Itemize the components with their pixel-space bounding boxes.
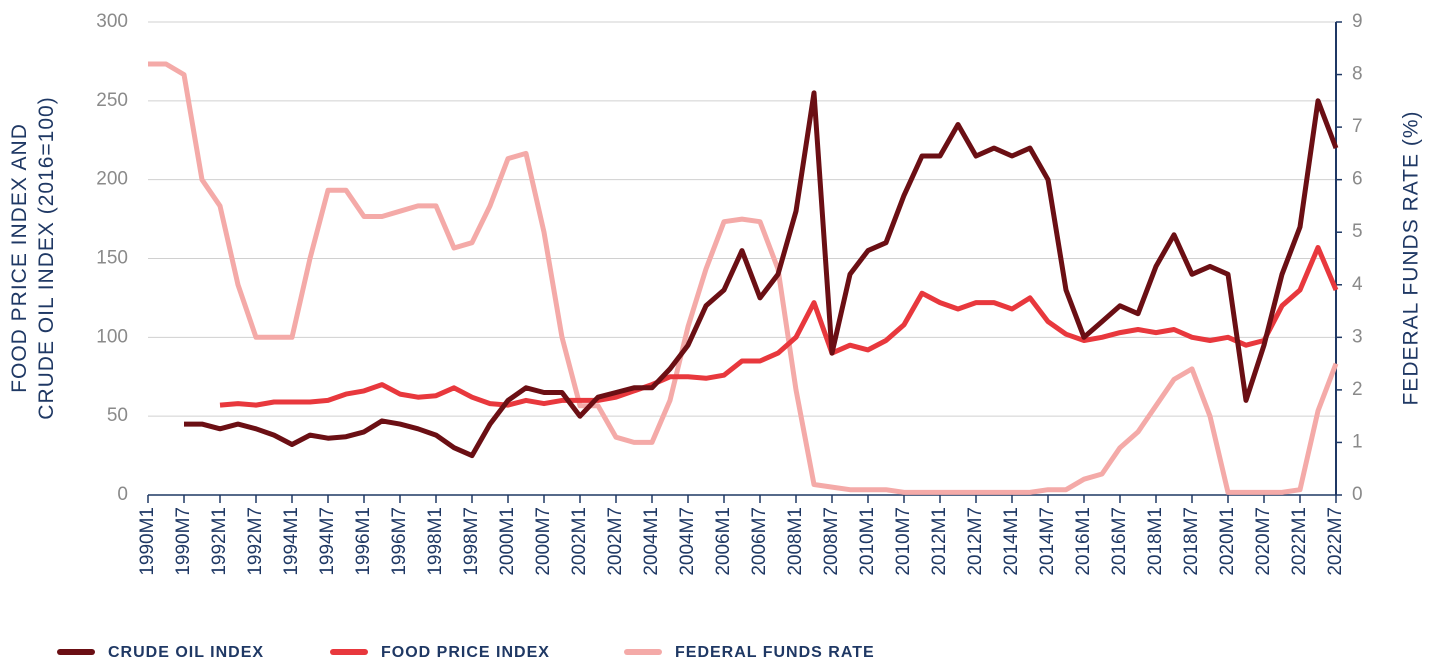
- x-tick-label: 2008M1: [785, 507, 806, 576]
- x-tick-label: 1990M1: [137, 507, 158, 576]
- series-line: [219, 245, 1339, 408]
- x-tick-label: 2016M7: [1109, 507, 1130, 576]
- x-tick-label: 2004M7: [677, 507, 698, 576]
- y-tick-label: 0: [117, 484, 128, 505]
- y2-axis-title: FEDERAL FUNDS RATE (%): [1400, 110, 1423, 405]
- x-tick-label: 1998M7: [461, 507, 482, 576]
- x-tick-label: 2014M7: [1037, 507, 1058, 576]
- y2-tick-label: 8: [1352, 64, 1363, 85]
- x-tick-label: 2010M1: [857, 507, 878, 576]
- x-tick-label: 2008M7: [821, 507, 842, 576]
- y2-tick-label: 9: [1352, 11, 1363, 32]
- y-axis-title: FOOD PRICE INDEX AND CRUDE OIL INDEX (201…: [7, 96, 57, 419]
- x-tick-label: 2016M1: [1073, 507, 1094, 576]
- legend-label: CRUDE OIL INDEX: [108, 644, 264, 661]
- x-tick-label: 2006M7: [749, 507, 770, 576]
- y2-tick-label: 3: [1352, 326, 1363, 347]
- y2-tick-label: 4: [1352, 274, 1363, 295]
- y-tick-label: 200: [96, 169, 128, 190]
- x-tick-label: 1990M7: [173, 507, 194, 576]
- y2-tick-label: 0: [1352, 484, 1363, 505]
- y2-tick-label: 2: [1352, 379, 1363, 400]
- y-tick-label: 300: [96, 11, 128, 32]
- y-tick-label: 250: [96, 90, 128, 111]
- y2-tick-label: 5: [1352, 221, 1363, 242]
- x-tick-label: 1992M1: [209, 507, 230, 576]
- x-tick-label: 2020M1: [1217, 507, 1238, 576]
- x-tick-label: 2018M7: [1181, 507, 1202, 576]
- x-tick-label: 2002M1: [569, 507, 590, 576]
- y2-tick-label: 6: [1352, 169, 1363, 190]
- x-tick-label: 2014M1: [1001, 507, 1022, 576]
- legend-label: FOOD PRICE INDEX: [381, 644, 550, 661]
- x-tick-label: 2000M7: [533, 507, 554, 576]
- y-tick-label: 100: [96, 326, 128, 347]
- series-line: [148, 61, 1339, 495]
- y2-tick-label: 7: [1352, 116, 1363, 137]
- series-line: [184, 90, 1339, 459]
- x-tick-label: 2000M1: [497, 507, 518, 576]
- y-tick-label: 150: [96, 248, 128, 269]
- y-tick-label: 50: [107, 405, 128, 426]
- x-tick-label: 1994M7: [317, 507, 338, 576]
- x-tick-label: 2018M1: [1145, 507, 1166, 576]
- x-tick-label: 1992M7: [245, 507, 266, 576]
- x-tick-label: 2002M7: [605, 507, 626, 576]
- x-tick-label: 2020M7: [1253, 507, 1274, 576]
- x-tick-label: 2012M7: [965, 507, 986, 576]
- x-tick-label: 1994M1: [281, 507, 302, 576]
- legend-label: FEDERAL FUNDS RATE: [675, 644, 875, 661]
- y2-tick-label: 1: [1352, 431, 1363, 452]
- x-tick-label: 2004M1: [641, 507, 662, 576]
- x-tick-label: 1998M1: [425, 507, 446, 576]
- x-tick-label: 1996M1: [353, 507, 374, 576]
- x-tick-label: 2010M7: [893, 507, 914, 576]
- x-tick-label: 2012M1: [929, 507, 950, 576]
- x-tick-label: 2006M1: [713, 507, 734, 576]
- x-tick-label: 1996M7: [389, 507, 410, 576]
- x-tick-label: 2022M1: [1289, 507, 1310, 576]
- x-tick-label: 2022M7: [1325, 507, 1346, 576]
